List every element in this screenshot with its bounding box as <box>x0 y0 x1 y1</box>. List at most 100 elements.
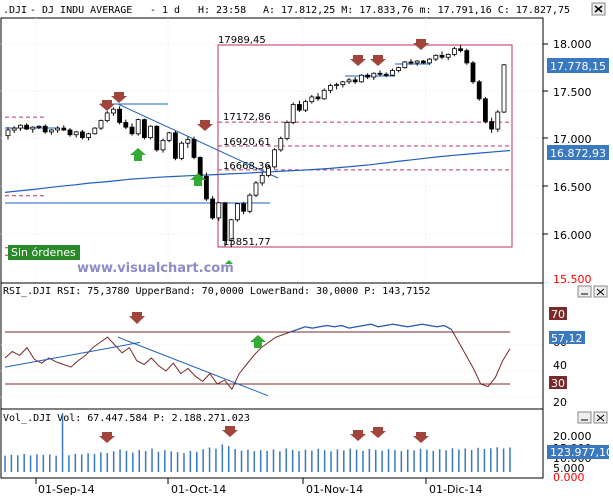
candle <box>315 96 321 100</box>
level-label-top: 17989,45 <box>218 35 266 46</box>
price-tick-2: 17.000 <box>553 133 592 146</box>
candle <box>377 72 383 75</box>
rsi-upper-value: 70 <box>551 308 565 321</box>
close-window-button[interactable] <box>591 2 606 16</box>
candle <box>284 122 290 139</box>
candle <box>203 175 209 200</box>
rsi-overbought-segment <box>312 326 320 329</box>
orders-badge-label: Sin órdenes <box>11 246 76 259</box>
candle <box>197 156 203 177</box>
date-label-oct: 01-Oct-14 <box>171 483 226 496</box>
candle <box>104 112 110 121</box>
header-bar <box>1 1 612 17</box>
candle <box>290 104 296 123</box>
rsi-minimize-button[interactable] <box>577 285 592 298</box>
candle <box>129 126 135 135</box>
buy-arrow-icon <box>130 148 146 161</box>
candle <box>30 126 36 130</box>
rsi-panel[interactable]: RSI_.DJI RSI: 75,3780 UpperBand: 70,0000… <box>0 282 608 410</box>
candle <box>148 125 154 138</box>
rsi-overbought-segment <box>378 324 386 328</box>
close-icon <box>596 288 605 296</box>
rsi-overbought-segment <box>304 326 313 329</box>
rsi-lower-tag <box>549 376 567 389</box>
header-period: 1 d <box>162 5 180 16</box>
candle <box>296 104 302 111</box>
date-label-sep: 01-Sep-14 <box>38 483 95 496</box>
candle <box>464 50 470 64</box>
rsi-overbought-segment <box>326 324 335 328</box>
rsi-overbought-segment <box>334 324 342 328</box>
volume-bars <box>4 413 511 472</box>
candle <box>185 139 191 144</box>
price-panel[interactable]: 17989,45 17172,86 16920,61 16668,36 1585… <box>0 17 544 284</box>
candle <box>352 79 358 83</box>
price-tick-1: 17.500 <box>553 86 592 99</box>
candle <box>402 61 408 69</box>
rsi-overbought-segment <box>436 324 445 328</box>
candle <box>166 132 172 141</box>
header-values: A: 17.812,25 M: 17.833,76 m: 17.791,16 C… <box>263 5 570 16</box>
candle <box>278 138 284 151</box>
last-price-tag <box>547 58 609 73</box>
candle <box>123 122 129 128</box>
candle <box>383 73 389 76</box>
candle <box>92 127 98 135</box>
price-axis: 18.000 17.500 17.000 16.500 16.000 15.50… <box>543 38 609 286</box>
candle <box>141 119 147 138</box>
rsi-overbought-segment <box>348 326 357 329</box>
candle <box>346 79 352 83</box>
signal-arrows <box>99 39 429 186</box>
candle <box>321 89 327 100</box>
price-tick-4: 16.000 <box>553 229 592 242</box>
header-dash: - <box>30 5 36 16</box>
volume-panel-controls <box>577 411 608 424</box>
level-label-3: 16668,36 <box>223 161 271 172</box>
sell-arrow-icon <box>370 427 386 438</box>
candle <box>396 67 402 71</box>
rsi-axis: 60 40 20 70 57,12 30 <box>549 307 585 409</box>
buy-arrow-icon <box>190 173 206 186</box>
candle <box>111 108 116 114</box>
candle <box>49 129 54 133</box>
candle <box>55 127 60 131</box>
candle <box>458 48 464 52</box>
rsi-overbought-segment <box>356 324 364 328</box>
candles <box>5 44 507 248</box>
sell-arrow-icon <box>222 426 238 437</box>
sell-arrow-icon <box>129 312 145 324</box>
sell-arrow-icon <box>197 120 213 131</box>
candle <box>80 131 85 138</box>
candle <box>234 203 240 221</box>
rsi-lower-value: 30 <box>551 377 565 390</box>
candle <box>241 203 247 212</box>
candle <box>191 139 197 158</box>
sell-arrow-icon <box>413 39 429 50</box>
rsi-upper-tag <box>549 307 567 320</box>
rsi-panel-controls <box>577 285 608 298</box>
sell-arrow-icon <box>370 55 386 66</box>
resistance-trendline <box>117 103 279 179</box>
header-separator: - <box>150 5 156 16</box>
candle <box>98 120 104 129</box>
rsi-plot-area <box>0 282 544 410</box>
volume-panel[interactable]: Vol_.DJI Vol: 67.447.584 P: 2.188.271.02… <box>0 408 608 479</box>
rsi-overbought-segment <box>392 323 401 327</box>
candle <box>160 139 166 151</box>
date-label-nov: 01-Nov-14 <box>306 483 363 496</box>
level-label-1: 17172,86 <box>223 112 271 123</box>
volume-tick-5000: 5.000 <box>553 462 585 475</box>
rsi-overbought-segment <box>370 323 379 328</box>
candle <box>451 48 457 55</box>
candle <box>259 174 265 184</box>
level-label-bottom: 15851,77 <box>223 237 271 248</box>
sell-arrow-icon <box>99 432 115 443</box>
orders-badge-bg <box>8 245 80 260</box>
orders-badge[interactable]: Sin órdenes <box>8 245 80 260</box>
header-symbol: .DJI <box>3 5 27 16</box>
rsi-overbought-segment <box>414 323 423 327</box>
rsi-overbought-segment <box>422 323 430 327</box>
volume-minimize-button[interactable] <box>577 411 592 424</box>
candle <box>36 125 42 128</box>
